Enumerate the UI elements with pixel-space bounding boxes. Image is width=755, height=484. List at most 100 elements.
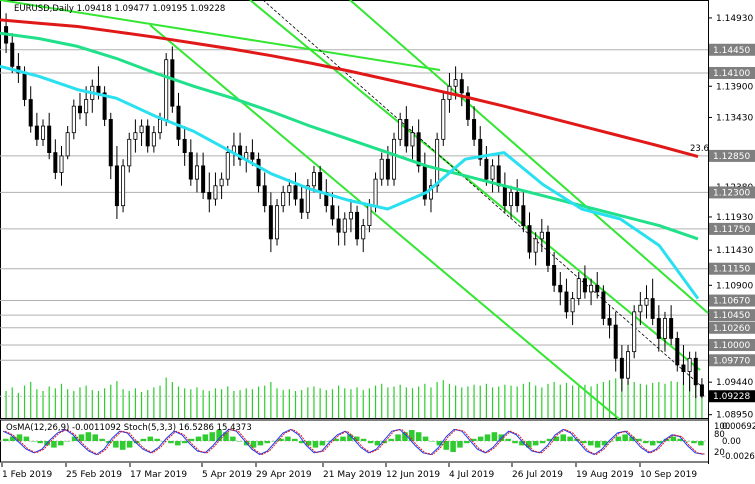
y-tick-label: 1.08950 <box>716 411 753 421</box>
osma-bar <box>512 441 518 444</box>
osma-bar <box>539 441 546 444</box>
level-tag-label: 1.14450 <box>713 46 750 56</box>
candle-body <box>151 132 156 147</box>
level-tag <box>709 222 755 235</box>
x-tick-label: 29 Apr 2019 <box>256 470 312 480</box>
x-tick-label: 1 Feb 2019 <box>2 470 53 480</box>
candle-body <box>490 165 495 180</box>
osc-tick-label: 0.006924 <box>722 422 755 432</box>
channel-lower <box>149 24 651 446</box>
osma-bar <box>305 441 312 446</box>
osma-bar <box>354 436 360 441</box>
osma-bar <box>285 436 291 441</box>
candle-body <box>219 178 224 187</box>
y-tick-label: 1.11930 <box>716 213 753 223</box>
candle-body <box>595 284 600 293</box>
osma-bar <box>175 441 181 446</box>
osma-bar <box>691 441 697 444</box>
candle-body <box>182 138 187 154</box>
candle-body <box>539 231 544 240</box>
osma-bar <box>264 441 271 444</box>
osma-bar <box>360 438 367 441</box>
y-tick-label: 1.09440 <box>716 378 753 388</box>
osma-bar <box>71 436 78 441</box>
osc-tick-label: -0.002609 <box>722 452 755 462</box>
candle-body <box>299 198 304 213</box>
candle-body <box>59 155 64 173</box>
candle-body <box>287 185 292 193</box>
candle-body <box>589 284 594 293</box>
price-axis: 1.149301.139001.134301.123801.119301.114… <box>708 14 755 421</box>
moving-averages <box>0 18 700 300</box>
candle-body <box>77 105 82 114</box>
x-tick-label: 26 Jul 2019 <box>512 470 563 480</box>
candle-body <box>687 357 692 372</box>
candle-body <box>459 79 464 94</box>
trend-channels <box>0 0 709 446</box>
trend-dotted <box>262 0 701 386</box>
level-tag <box>709 262 755 275</box>
osma-bar <box>78 434 85 441</box>
candle-body <box>256 158 261 187</box>
osma-bar <box>230 436 236 441</box>
candle-body <box>158 119 163 134</box>
x-tick-label: 17 Mar 2019 <box>130 470 187 480</box>
candle-body <box>552 264 557 286</box>
candle-body <box>404 119 409 147</box>
y-tick-label: 1.11430 <box>716 246 753 256</box>
osma-bar <box>649 441 656 446</box>
osma-bar <box>326 441 332 442</box>
candle-body <box>10 42 15 67</box>
candle-body <box>465 92 470 120</box>
osma-bar <box>312 441 319 448</box>
osma-bar <box>622 434 628 441</box>
candle-body <box>330 205 335 220</box>
osma-bar <box>491 432 498 441</box>
osma-bar <box>409 430 415 441</box>
osma-bar <box>395 434 401 441</box>
osma-bar <box>16 434 23 441</box>
level-tag-label: 1.10000 <box>713 341 750 351</box>
osma-bar <box>615 436 622 441</box>
osma-bar <box>629 436 635 441</box>
osma-bar <box>37 441 43 444</box>
osma-bar <box>23 436 30 441</box>
candle-body <box>435 138 440 187</box>
candle-body <box>318 172 323 193</box>
candle-body <box>367 205 372 226</box>
candle-body <box>102 92 107 120</box>
osma-bar <box>367 441 374 444</box>
candle-body <box>681 364 686 372</box>
channel-upper <box>0 0 441 71</box>
osma-bar <box>120 441 126 450</box>
candle-body <box>398 119 403 140</box>
candle-body <box>47 125 52 154</box>
osma-bar <box>147 436 154 441</box>
osma-bar <box>567 436 573 441</box>
level-tag <box>709 339 755 352</box>
candle-body <box>342 218 347 233</box>
osma-bar <box>278 438 284 441</box>
candle-body <box>582 278 587 293</box>
x-tick-label: 19 Aug 2019 <box>576 470 634 480</box>
level-tag <box>709 294 755 307</box>
time-axis: 1 Feb 2019 25 Feb 2019 17 Mar 2019 5 Apr 20… <box>1 463 697 480</box>
osma-bar <box>319 441 326 446</box>
osma-bar <box>154 438 160 441</box>
x-tick-label: 25 Feb 2019 <box>66 470 122 480</box>
osma-bar <box>505 438 511 441</box>
candle-body <box>108 119 113 167</box>
candle-body <box>41 125 46 140</box>
osma-bar <box>99 438 105 441</box>
osma-bar <box>257 441 264 446</box>
candle-body <box>410 132 415 147</box>
ma-red-line <box>0 18 699 159</box>
osma-bar <box>292 438 298 441</box>
candle-body <box>373 178 378 207</box>
candle-body <box>693 357 698 386</box>
candle-body <box>34 125 39 140</box>
level-tag-label: 1.11150 <box>713 265 750 275</box>
candle-body <box>478 138 483 160</box>
